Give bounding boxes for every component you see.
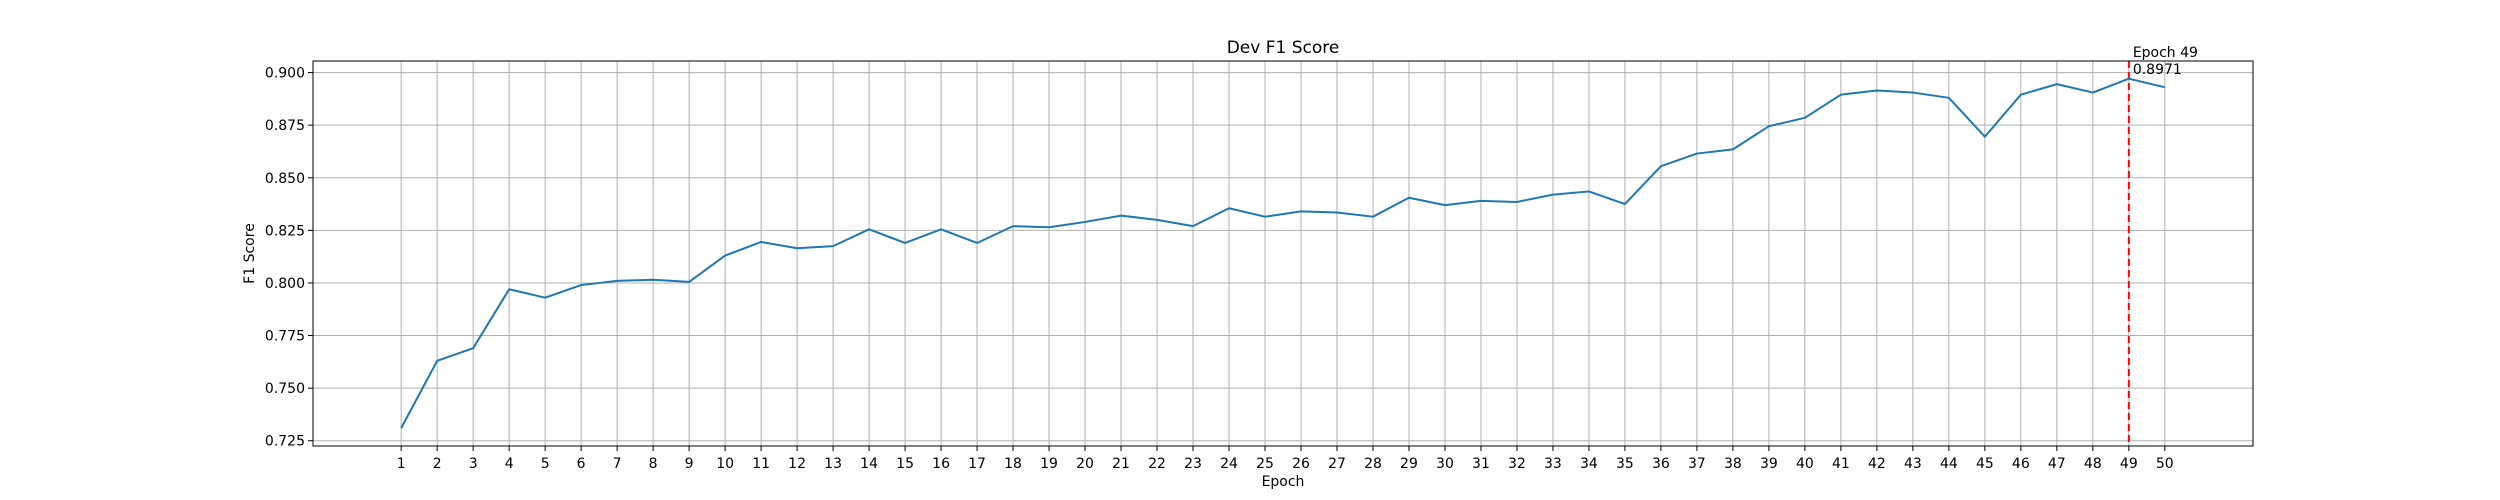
x-axis-label: Epoch <box>1262 474 1305 490</box>
x-tick-label: 35 <box>1616 456 1634 472</box>
best-epoch-annotation-value: 0.8971 <box>2133 62 2182 78</box>
best-epoch-annotation-label: Epoch 49 <box>2133 45 2198 61</box>
x-tick-label: 21 <box>1112 456 1130 472</box>
x-tick-label: 11 <box>752 456 770 472</box>
x-tick-label: 48 <box>2084 456 2102 472</box>
x-tick-label: 30 <box>1436 456 1454 472</box>
x-tick-label: 50 <box>2156 456 2174 472</box>
y-tick-label: 0.900 <box>265 66 305 82</box>
y-axis-ticks: 0.725 0.750 0.775 0.800 0.825 0.850 0.875 0.900 <box>265 66 313 450</box>
x-tick-label: 27 <box>1328 456 1346 472</box>
x-tick-label: 20 <box>1076 456 1094 472</box>
x-tick-label: 2 <box>433 456 442 472</box>
x-tick-label: 22 <box>1148 456 1166 472</box>
x-tick-label: 9 <box>685 456 694 472</box>
x-tick-label: 41 <box>1832 456 1850 472</box>
x-tick-label: 6 <box>577 456 586 472</box>
x-tick-label: 32 <box>1508 456 1526 472</box>
x-tick-label: 23 <box>1184 456 1202 472</box>
series-layer <box>400 77 2166 429</box>
x-axis-ticks: 1 2 3 4 5 6 7 8 9 10 11 12 13 14 15 16 17 18 19 20 21 22 23 24 2… <box>397 446 2174 472</box>
x-tick-label: 42 <box>1868 456 1886 472</box>
f1-series-line <box>400 77 2166 429</box>
y-tick-label: 0.825 <box>265 223 305 239</box>
x-tick-label: 40 <box>1796 456 1814 472</box>
x-tick-label: 5 <box>541 456 550 472</box>
x-tick-label: 47 <box>2048 456 2066 472</box>
x-tick-label: 4 <box>505 456 514 472</box>
x-tick-label: 43 <box>1904 456 1922 472</box>
y-tick-label: 0.750 <box>265 381 305 397</box>
x-tick-label: 8 <box>649 456 658 472</box>
y-tick-label: 0.800 <box>265 276 305 292</box>
x-tick-label: 7 <box>613 456 622 472</box>
x-tick-label: 10 <box>716 456 734 472</box>
x-tick-label: 26 <box>1292 456 1310 472</box>
x-tick-label: 39 <box>1760 456 1778 472</box>
y-tick-label: 0.775 <box>265 329 305 345</box>
y-tick-label: 0.875 <box>265 118 305 134</box>
x-tick-label: 44 <box>1940 456 1958 472</box>
x-tick-label: 18 <box>1004 456 1022 472</box>
x-tick-label: 46 <box>2012 456 2030 472</box>
x-tick-label: 3 <box>469 456 478 472</box>
x-tick-label: 49 <box>2120 456 2138 472</box>
x-tick-label: 28 <box>1364 456 1382 472</box>
x-tick-label: 25 <box>1256 456 1274 472</box>
x-tick-label: 16 <box>932 456 950 472</box>
grid-lines <box>313 61 2253 446</box>
x-tick-label: 45 <box>1976 456 1994 472</box>
x-tick-label: 38 <box>1724 456 1742 472</box>
y-axis-label: F1 Score <box>242 223 258 284</box>
x-tick-label: 37 <box>1688 456 1706 472</box>
x-tick-label: 17 <box>968 456 986 472</box>
x-tick-label: 13 <box>824 456 842 472</box>
x-tick-label: 36 <box>1652 456 1670 472</box>
x-tick-label: 31 <box>1472 456 1490 472</box>
chart-title: Dev F1 Score <box>1227 38 1340 58</box>
y-tick-label: 0.725 <box>265 434 305 450</box>
x-tick-label: 14 <box>860 456 878 472</box>
x-tick-label: 34 <box>1580 456 1598 472</box>
plot-frame <box>312 60 2254 447</box>
x-tick-label: 1 <box>397 456 406 472</box>
x-tick-label: 12 <box>788 456 806 472</box>
x-tick-label: 29 <box>1400 456 1418 472</box>
x-tick-label: 24 <box>1220 456 1238 472</box>
x-tick-label: 33 <box>1544 456 1562 472</box>
y-tick-label: 0.850 <box>265 171 305 187</box>
x-tick-label: 19 <box>1040 456 1058 472</box>
x-tick-label: 15 <box>896 456 914 472</box>
